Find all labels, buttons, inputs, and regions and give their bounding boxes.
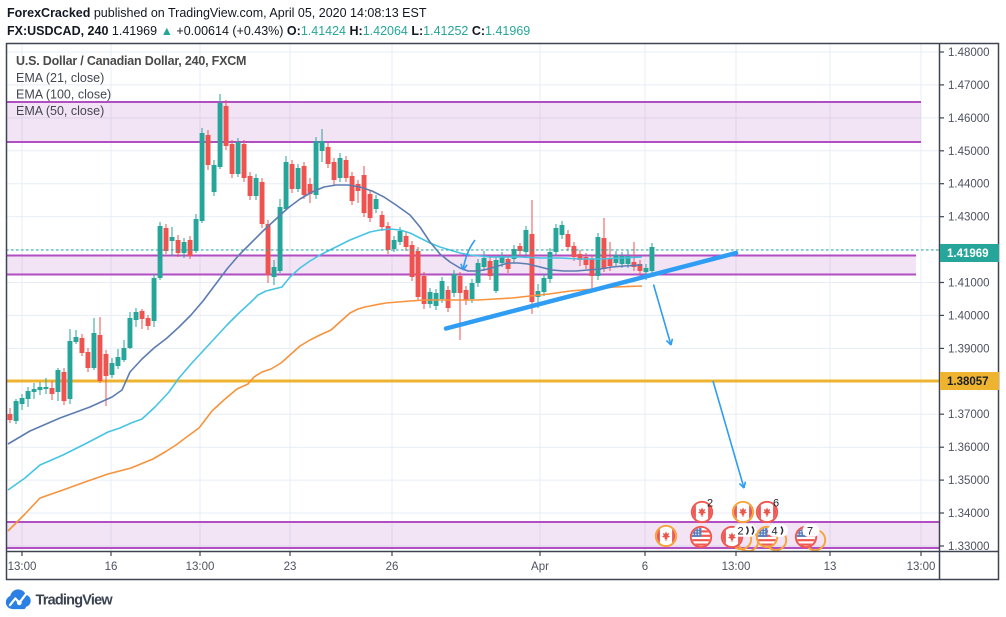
svg-text:2: 2: [707, 498, 713, 510]
svg-text:16: 16: [105, 561, 118, 573]
svg-text:Apr: Apr: [531, 561, 549, 573]
svg-text:1.34000: 1.34000: [948, 508, 990, 520]
svg-text:1.36000: 1.36000: [948, 442, 990, 454]
svg-text:13: 13: [824, 561, 837, 573]
svg-text:TradingView: TradingView: [36, 593, 114, 609]
svg-text:ForexCracked published on Trad: ForexCracked published on TradingView.co…: [7, 6, 427, 20]
svg-text:FX:USDCAD, 240 1.41969 ▲ +0.0: FX:USDCAD, 240 1.41969 ▲ +0.00614 (+0.43…: [7, 24, 530, 38]
svg-text:26: 26: [386, 561, 399, 573]
svg-text:2: 2: [738, 525, 744, 537]
svg-text:7: 7: [807, 525, 813, 537]
svg-text:1.40000: 1.40000: [948, 310, 990, 322]
svg-text:13:00: 13:00: [186, 561, 215, 573]
svg-text:1.39000: 1.39000: [948, 343, 990, 355]
svg-text:6: 6: [642, 561, 648, 573]
svg-text:1.41969: 1.41969: [947, 248, 989, 260]
svg-text:1.45000: 1.45000: [948, 146, 990, 158]
svg-text:1.46000: 1.46000: [948, 113, 990, 125]
svg-text:1.38057: 1.38057: [947, 376, 989, 388]
svg-text:6: 6: [773, 498, 779, 510]
svg-text:U.S. Dollar / Canadian Dollar,: U.S. Dollar / Canadian Dollar, 240, FXCM: [16, 54, 246, 68]
svg-text:1.44000: 1.44000: [948, 179, 990, 191]
svg-text:1.35000: 1.35000: [948, 475, 990, 487]
svg-text:13:00: 13:00: [8, 561, 37, 573]
svg-text:13:00: 13:00: [907, 561, 936, 573]
svg-text:1.37000: 1.37000: [948, 409, 990, 421]
svg-text:EMA (100, close): EMA (100, close): [16, 88, 111, 102]
svg-text:1.47000: 1.47000: [948, 80, 990, 92]
svg-text:4: 4: [772, 525, 778, 537]
svg-text:1.48000: 1.48000: [948, 47, 990, 59]
svg-text:1.41000: 1.41000: [948, 278, 990, 290]
svg-text:EMA (21, close): EMA (21, close): [16, 71, 104, 85]
svg-text:13:00: 13:00: [722, 561, 751, 573]
svg-text:1.43000: 1.43000: [948, 212, 990, 224]
svg-text:1.33000: 1.33000: [948, 541, 990, 553]
svg-text:23: 23: [284, 561, 297, 573]
svg-text:EMA (50, close): EMA (50, close): [16, 104, 104, 118]
